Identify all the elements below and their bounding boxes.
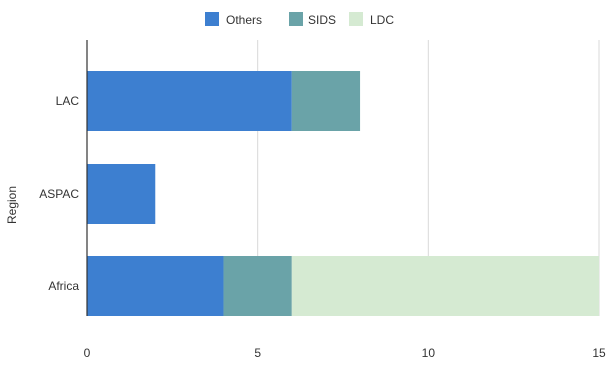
y-tick-label: LAC — [56, 94, 80, 108]
legend-label-others: Others — [226, 13, 262, 27]
legend-swatch-ldc — [349, 12, 363, 26]
y-tick-label: Africa — [48, 279, 79, 293]
legend-label-sids: SIDS — [308, 13, 336, 27]
legend-label-ldc: LDC — [370, 13, 394, 27]
x-tick-label: 5 — [254, 346, 261, 360]
y-tick-label: ASPAC — [39, 187, 79, 201]
x-tick-label: 10 — [422, 346, 436, 360]
bar-africa-others — [87, 256, 224, 316]
legend-swatch-sids — [289, 12, 303, 26]
x-tick-label: 0 — [84, 346, 91, 360]
x-tick-label: 15 — [592, 346, 606, 360]
legend: Others SIDS LDC — [205, 12, 394, 27]
bar-africa-sids — [223, 256, 292, 316]
bar-aspac-others — [87, 164, 156, 224]
bar-lac-others — [87, 71, 292, 131]
axes: 0 5 10 15 LAC ASPAC Africa — [39, 40, 606, 360]
bar-africa-ldc — [291, 256, 599, 316]
bars — [87, 71, 599, 316]
bar-lac-sids — [291, 71, 361, 131]
legend-swatch-others — [205, 12, 219, 26]
y-axis-title: Region — [5, 186, 19, 224]
